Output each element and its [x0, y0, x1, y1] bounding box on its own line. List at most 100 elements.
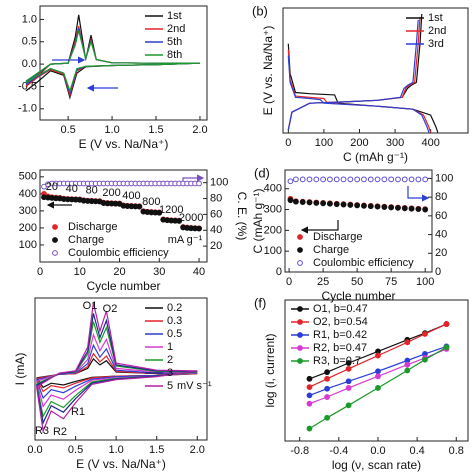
legend-label: Discharge [313, 231, 363, 243]
x-axis-label: E (V vs. Na/Na⁺) [76, 457, 166, 471]
rate-label: 800 [142, 196, 160, 208]
data-point [401, 205, 408, 212]
y-tick-label: -0.5 [18, 80, 37, 92]
legend-label: 8th [167, 49, 182, 61]
data-point [361, 176, 367, 183]
plot-frame [39, 169, 208, 263]
rate-label: 2000 [179, 212, 203, 224]
legend-label: R1, b=0.42 [313, 329, 367, 341]
data-point [345, 378, 352, 385]
peak-label: O1 [83, 300, 98, 312]
data-point [361, 202, 367, 209]
data-point [345, 385, 352, 391]
legend-label: 2 [167, 354, 173, 366]
data-point [443, 321, 450, 327]
data-point [381, 204, 388, 210]
data-point [333, 176, 340, 183]
x-tick-label: 20 [113, 266, 125, 278]
legend-label: 3rd [428, 38, 444, 50]
legend-label: 2nd [428, 25, 446, 37]
rate-label: 400 [122, 190, 140, 202]
data-point [422, 331, 428, 337]
data-point [374, 176, 381, 183]
data-point [327, 200, 333, 207]
data-point [422, 176, 429, 183]
rate-label: 1200 [159, 204, 183, 216]
y-axis-label: C (mAh g⁻¹) [251, 188, 265, 253]
legend-marker [52, 250, 58, 256]
data-point [375, 368, 381, 375]
panel-label: (f) [254, 295, 266, 310]
plot-frame [284, 299, 469, 442]
legend-label: 0.2 [167, 302, 182, 314]
data-point [292, 198, 299, 205]
y-tick-label: 400 [264, 183, 282, 195]
x-tick-label: -0.4 [329, 445, 348, 457]
x-tick-label: 2.0 [190, 444, 205, 456]
x-tick-label: 200 [350, 137, 368, 149]
legend-label: 1 [167, 341, 173, 353]
data-point [347, 176, 354, 183]
x-tick-label: 1.5 [148, 124, 163, 136]
y-axis-label: E (V vs. Na/Na⁺) [261, 26, 275, 116]
data-point [292, 176, 299, 183]
x-tick-label: 50 [351, 276, 363, 288]
rate-label: 40 [66, 183, 78, 195]
legend-label: 5th [167, 36, 182, 48]
y2-tick-label: 60 [210, 208, 222, 220]
x-axis-label: Cycle number [321, 289, 395, 303]
y-tick-label: 0.5 [22, 36, 37, 48]
x-tick-label: 25 [317, 276, 329, 288]
legend-label: 1st [167, 10, 182, 22]
y2-tick-label: 0 [435, 266, 441, 278]
data-point [443, 344, 450, 351]
x-tick-label: 30 [153, 266, 165, 278]
data-point [324, 369, 330, 376]
data-point [299, 199, 306, 205]
data-point [367, 176, 374, 183]
plot-frame [284, 169, 433, 273]
peak-label: R1 [71, 406, 85, 418]
y2-tick-label: 80 [210, 192, 222, 204]
data-point [306, 199, 313, 206]
data-point [381, 176, 388, 183]
x-axis-label: log (ν, scan rate) [332, 458, 421, 472]
y-axis-label: log (i, current) [263, 333, 277, 407]
data-point [354, 202, 361, 209]
data-point [306, 176, 313, 183]
x-tick-label: 40 [193, 266, 205, 278]
data-point [422, 206, 429, 213]
plot-frame [34, 297, 208, 441]
legend-label: 0.5 [167, 328, 182, 340]
data-point [347, 202, 354, 208]
rate-label: 200 [102, 187, 120, 199]
legend-label: 2nd [167, 23, 185, 35]
data-point [340, 176, 347, 183]
y2-tick-label: 100 [210, 177, 228, 189]
peak-label: R3 [35, 425, 49, 437]
data-point [375, 373, 381, 380]
legend-marker [52, 224, 58, 230]
series-line [36, 343, 198, 400]
y-tick-label: 0 [276, 266, 282, 278]
x-tick-label: 0.0 [370, 445, 385, 457]
x-tick-label: 75 [385, 276, 397, 288]
data-point [374, 203, 381, 210]
y2-tick-label: 80 [435, 191, 447, 203]
data-point [422, 356, 428, 363]
legend-label: O2, b=0.54 [313, 316, 368, 328]
peak-label: O2 [103, 303, 118, 315]
legend-label: Charge [68, 234, 104, 246]
series-line [287, 16, 432, 133]
legend-label: 5 [167, 380, 173, 392]
x-tick-label: 0.4 [409, 445, 424, 457]
data-point [176, 218, 183, 224]
legend-marker [297, 319, 303, 325]
data-point [345, 360, 352, 366]
data-point [299, 176, 306, 183]
data-point [306, 375, 313, 382]
data-point [375, 352, 381, 359]
y-tick-label: 1.0 [22, 13, 37, 25]
